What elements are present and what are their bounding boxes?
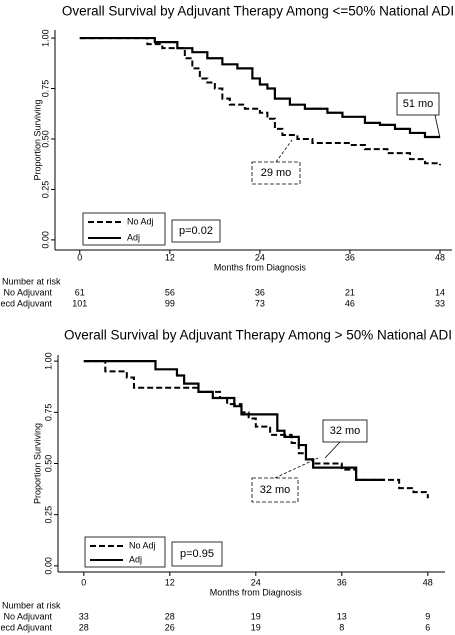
y-tick-label: 0.75 [40,80,50,98]
y-tick-label: 0.75 [43,404,53,422]
annotation: 32 mo [260,484,291,496]
x-tick-label: 48 [435,252,445,262]
chart-title: Overall Survival by Adjuvant Therapy Amo… [62,4,454,19]
annotation-box [251,477,299,503]
x-tick-label: 36 [345,252,355,262]
legend-label: No Adj [127,216,154,226]
risk-count: 13 [337,611,347,621]
chart-title: Overall Survival by Adjuvant Therapy Amo… [64,328,452,343]
risk-count: 46 [345,298,355,308]
risk-count: 8 [339,622,344,632]
risk-count: 26 [165,622,175,632]
risk-count: 28 [165,611,175,621]
x-tick-label: 12 [165,252,175,262]
risk-row-label: Recd Adjuvant [0,298,52,308]
y-tick-label: 0.25 [43,506,53,524]
x-tick-label: 36 [337,577,347,587]
p-value: p=0.02 [179,225,213,237]
risk-row-label: No Adjuvant [3,287,52,297]
x-tick-label: 24 [255,252,265,262]
annotation-pointer [434,114,441,139]
x-tick-label: 0 [81,577,86,587]
annotation-pointer [274,457,319,479]
risk-table-title: Number at risk [2,276,61,286]
y-tick-label: 0.25 [40,181,50,199]
risk-count: 6 [425,622,430,632]
risk-table-title: Number at risk [2,600,61,610]
p-value: p=0.95 [180,548,214,560]
y-tick-label: 0.00 [43,557,53,575]
annotation-box [322,419,368,443]
y-tick-label: 0.00 [40,231,50,249]
annotation-pointer [275,139,293,163]
legend-label: Adj [127,232,140,242]
annotation-box [251,161,301,185]
legend-label: No Adj [129,540,156,550]
x-axis-label: Months from Diagnosis [214,262,307,272]
risk-count: 33 [79,611,89,621]
annotation: 32 mo [330,425,361,437]
risk-count: 33 [435,298,445,308]
legend-box [84,536,166,568]
risk-count: 14 [435,287,445,297]
y-axis-label: Proportion Surviving [32,423,42,504]
x-tick-label: 24 [251,577,261,587]
survival-curve [79,37,441,166]
risk-count: 19 [251,622,261,632]
risk-count: 73 [255,298,265,308]
legend-label: Adj [129,554,142,564]
risk-count: 9 [425,611,430,621]
risk-count: 19 [251,611,261,621]
risk-count: 36 [255,287,265,297]
risk-count: 101 [72,298,87,308]
y-tick-label: 1.00 [40,29,50,47]
risk-count: 99 [165,298,175,308]
survival-curve [79,36,440,139]
annotation-pointer [324,441,341,459]
legend-box [82,212,166,246]
y-tick-label: 1.00 [43,352,53,370]
x-tick-label: 0 [77,252,82,262]
risk-row-label: Recd Adjuvant [0,622,52,632]
p-value-box [171,219,221,243]
survival-curve [83,360,385,481]
x-tick-label: 12 [165,577,175,587]
x-axis-label: Months from Diagnosis [210,587,303,597]
risk-count: 61 [75,287,85,297]
risk-count: 56 [165,287,175,297]
risk-count: 28 [79,622,89,632]
risk-row-label: No Adjuvant [3,611,52,621]
y-axis-label: Proportion Surviving [32,99,42,180]
y-tick-label: 0.50 [43,455,53,473]
p-value-box [171,541,223,567]
annotation-box [396,92,440,116]
y-tick-label: 0.50 [40,130,50,148]
annotation: 29 mo [261,167,292,179]
annotation: 51 mo [403,98,434,110]
x-tick-label: 48 [423,577,433,587]
risk-count: 21 [345,287,355,297]
